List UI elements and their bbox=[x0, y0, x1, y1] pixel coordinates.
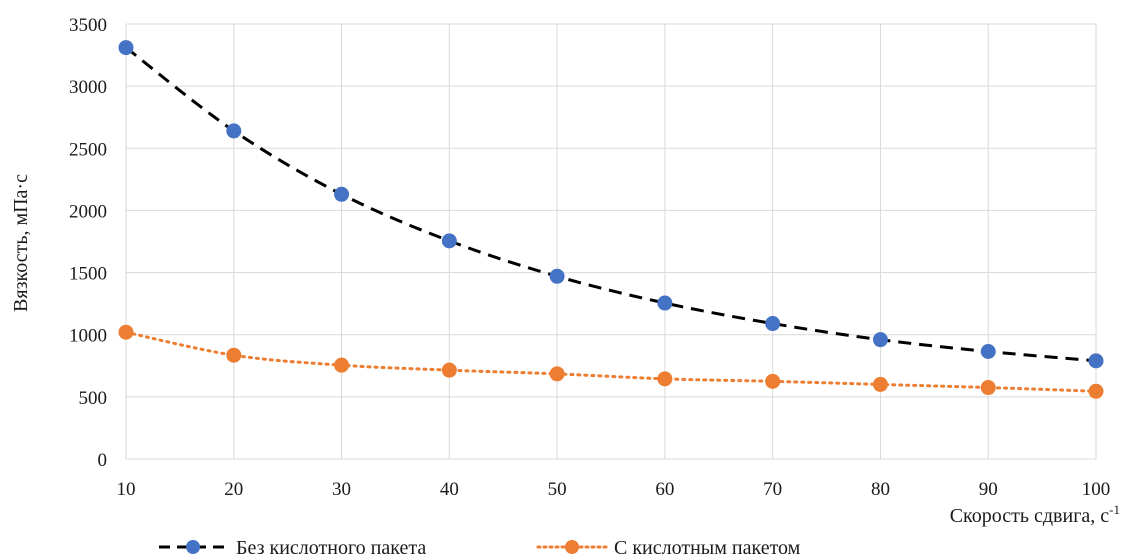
y-tick-label: 0 bbox=[98, 450, 108, 471]
y-tick-labels: 0 500 1000 1500 2000 2500 3000 3500 bbox=[69, 15, 107, 471]
legend-item-series-1: Без кислотного пакета bbox=[159, 537, 426, 557]
x-tick-label: 100 bbox=[1082, 479, 1111, 500]
y-tick-label: 1000 bbox=[69, 326, 107, 347]
data-point-series-2-x40 bbox=[441, 362, 457, 378]
grid bbox=[125, 23, 1097, 460]
data-point-series-1-x30 bbox=[334, 186, 350, 202]
data-point-series-2-x90 bbox=[980, 380, 996, 396]
y-tick-label: 500 bbox=[79, 388, 108, 409]
legend-item-series-2: С кислотным пакетом bbox=[536, 537, 801, 557]
data-point-series-2-x80 bbox=[872, 376, 888, 392]
x-axis-title-superscript: -1 bbox=[1109, 502, 1120, 517]
legend: Без кислотного пакета С кислотным пакето… bbox=[159, 537, 801, 557]
x-tick-label: 50 bbox=[548, 479, 567, 500]
y-tick-label: 1500 bbox=[69, 264, 107, 285]
series-points bbox=[118, 40, 1104, 399]
x-tick-label: 40 bbox=[440, 479, 459, 500]
data-point-series-2-x20 bbox=[226, 347, 242, 363]
x-tick-label: 10 bbox=[117, 479, 136, 500]
legend-marker-series-2 bbox=[565, 540, 579, 554]
data-point-series-2-x60 bbox=[657, 371, 673, 387]
data-point-series-1-x100 bbox=[1088, 353, 1104, 369]
data-point-series-2-x50 bbox=[549, 366, 565, 382]
data-point-series-1-x60 bbox=[657, 295, 673, 311]
y-tick-label: 3500 bbox=[69, 15, 107, 36]
y-axis-title: Вязкость, мПа·с bbox=[10, 174, 32, 312]
x-tick-label: 60 bbox=[655, 479, 674, 500]
y-tick-label: 2500 bbox=[69, 139, 107, 160]
data-point-series-2-x100 bbox=[1088, 383, 1104, 399]
y-tick-label: 2000 bbox=[69, 201, 107, 222]
data-point-series-1-x70 bbox=[765, 316, 781, 332]
x-tick-label: 90 bbox=[979, 479, 998, 500]
data-point-series-2-x10 bbox=[118, 324, 134, 340]
x-tick-label: 80 bbox=[871, 479, 890, 500]
data-point-series-1-x90 bbox=[980, 343, 996, 359]
data-point-series-1-x50 bbox=[549, 268, 565, 284]
legend-label-series-2: С кислотным пакетом bbox=[614, 537, 801, 557]
series-line-1 bbox=[125, 46, 1097, 363]
data-point-series-2-x30 bbox=[334, 357, 350, 373]
data-point-series-1-x10 bbox=[118, 40, 134, 56]
legend-marker-series-1 bbox=[186, 540, 200, 554]
legend-label-series-1: Без кислотного пакета bbox=[236, 537, 426, 557]
y-tick-label: 3000 bbox=[69, 77, 107, 98]
x-axis-title-main: Скорость сдвига, с bbox=[950, 505, 1110, 527]
x-tick-label: 30 bbox=[332, 479, 351, 500]
x-tick-label: 70 bbox=[763, 479, 782, 500]
data-point-series-2-x70 bbox=[765, 373, 781, 389]
series-line-2 bbox=[124, 330, 1098, 393]
data-point-series-1-x80 bbox=[872, 332, 888, 348]
x-axis-title: Скорость сдвига, с-1 bbox=[950, 502, 1120, 527]
series-lines bbox=[124, 46, 1098, 393]
data-point-series-1-x20 bbox=[226, 123, 242, 139]
data-point-series-1-x40 bbox=[441, 233, 457, 249]
x-tick-labels: 10 20 30 40 50 60 70 80 90 100 bbox=[117, 479, 1111, 500]
x-tick-label: 20 bbox=[224, 479, 243, 500]
